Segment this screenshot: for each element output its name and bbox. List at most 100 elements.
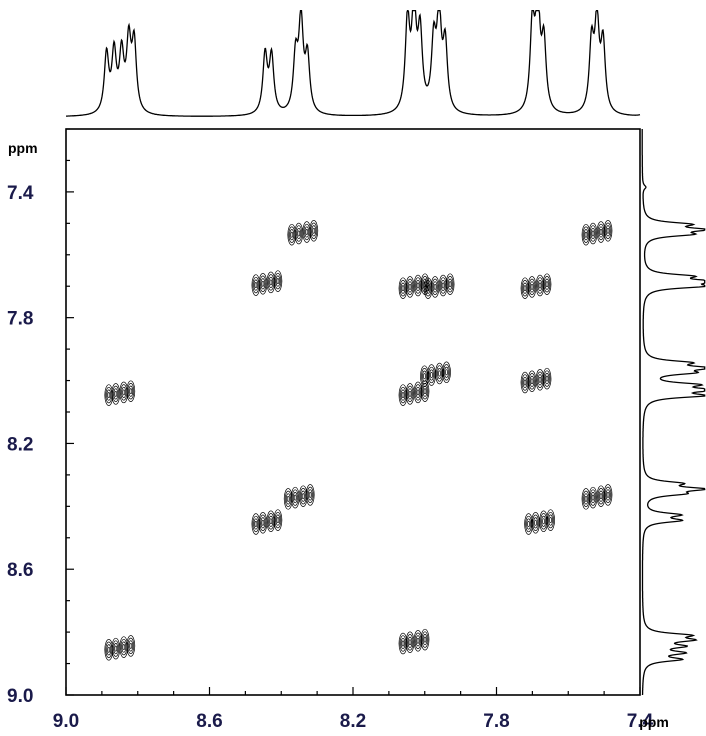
contour-line — [269, 279, 273, 286]
contour-line — [415, 279, 421, 292]
x-tick-label: 7.4 — [627, 711, 654, 732]
contour-line — [113, 388, 119, 400]
contour-line — [259, 275, 267, 292]
contour-line — [312, 227, 316, 234]
contour-line — [423, 388, 427, 395]
contour-line — [121, 386, 127, 398]
contour-line — [532, 514, 539, 531]
top-projection-spectrum — [66, 9, 641, 117]
contour-line — [106, 644, 112, 656]
y-axis: 7.4 7.8 8.2 8.6 9.0 — [7, 128, 74, 707]
contour-line — [296, 227, 302, 240]
contour-line — [421, 383, 429, 400]
plot-frame — [65, 128, 641, 696]
contour-line — [407, 388, 413, 400]
contour-line — [261, 519, 265, 526]
contour-line — [308, 491, 312, 498]
contour-line — [591, 230, 595, 237]
contour-line — [543, 370, 551, 387]
contour-peak — [283, 484, 315, 510]
contour-line — [406, 385, 414, 403]
contour-line — [400, 637, 406, 650]
contour-peak — [581, 484, 613, 510]
contour-line — [529, 281, 535, 293]
contour-line — [311, 225, 317, 237]
contour-line — [606, 491, 610, 498]
contour-line — [408, 639, 412, 646]
contour-peak — [520, 367, 552, 394]
contour-line — [114, 390, 118, 397]
contour-line — [107, 392, 111, 399]
contour-line — [425, 282, 431, 294]
contour-line — [106, 389, 112, 401]
contour-line — [549, 517, 552, 524]
contour-line — [127, 637, 135, 655]
contour-line — [584, 495, 588, 502]
contour-line — [441, 282, 445, 289]
contour-line — [583, 493, 589, 505]
contour-line — [603, 220, 613, 242]
contour-peaks — [104, 220, 613, 661]
contour-line — [291, 489, 299, 506]
y-tick-label: 7.4 — [7, 183, 34, 204]
contour-line — [295, 225, 303, 242]
contour-line — [406, 278, 414, 296]
x-tick-label: 7.8 — [483, 711, 509, 732]
contour-line — [589, 225, 597, 242]
contour-line — [113, 643, 119, 655]
contour-line — [260, 278, 266, 290]
contour-line — [534, 519, 537, 526]
contour-peak — [520, 273, 552, 299]
contour-line — [107, 646, 111, 653]
contour-line — [538, 376, 542, 383]
contour-line — [261, 280, 265, 287]
contour-line — [445, 273, 455, 295]
contour-line — [544, 278, 550, 290]
contour-line — [273, 509, 283, 531]
contour-line — [112, 640, 120, 657]
contour-line — [268, 276, 274, 288]
y-tick-label: 8.2 — [7, 434, 33, 455]
contour-line — [293, 494, 297, 501]
contour-line — [542, 518, 545, 525]
contour-line — [401, 392, 405, 399]
contour-line — [423, 636, 427, 643]
contour-line — [542, 273, 552, 295]
contour-line — [446, 276, 454, 293]
contour-line — [438, 370, 441, 377]
contour-line — [543, 276, 551, 293]
contour-line — [275, 514, 281, 526]
x-tick-label: 8.6 — [196, 711, 222, 732]
contour-line — [527, 521, 530, 527]
contour-line — [406, 634, 414, 651]
contour-line — [401, 640, 405, 647]
contour-line — [129, 642, 133, 649]
contour-line — [542, 367, 552, 390]
contour-line — [401, 285, 405, 292]
contour-line — [305, 229, 309, 235]
contour-line — [416, 389, 420, 396]
contour-line — [591, 494, 595, 501]
contour-line — [432, 281, 438, 293]
contour-line — [448, 281, 452, 288]
contour-line — [400, 282, 406, 294]
contour-line — [285, 493, 291, 505]
contour-peak — [423, 273, 455, 299]
contour-peak — [524, 509, 555, 535]
contour-line — [254, 521, 258, 527]
contour-line — [114, 645, 118, 652]
contour-line — [433, 283, 437, 290]
contour-line — [268, 515, 274, 527]
contour-line — [584, 231, 588, 238]
right-projection-spectrum — [641, 129, 706, 695]
contour-line — [126, 380, 136, 402]
contour-line — [290, 231, 294, 238]
contour-line — [309, 220, 319, 242]
contour-line — [445, 369, 448, 376]
contour-line — [583, 229, 589, 241]
contour-line — [422, 370, 427, 382]
contour-peak — [398, 380, 430, 406]
contour-line — [529, 375, 535, 387]
contour-line — [537, 374, 543, 386]
